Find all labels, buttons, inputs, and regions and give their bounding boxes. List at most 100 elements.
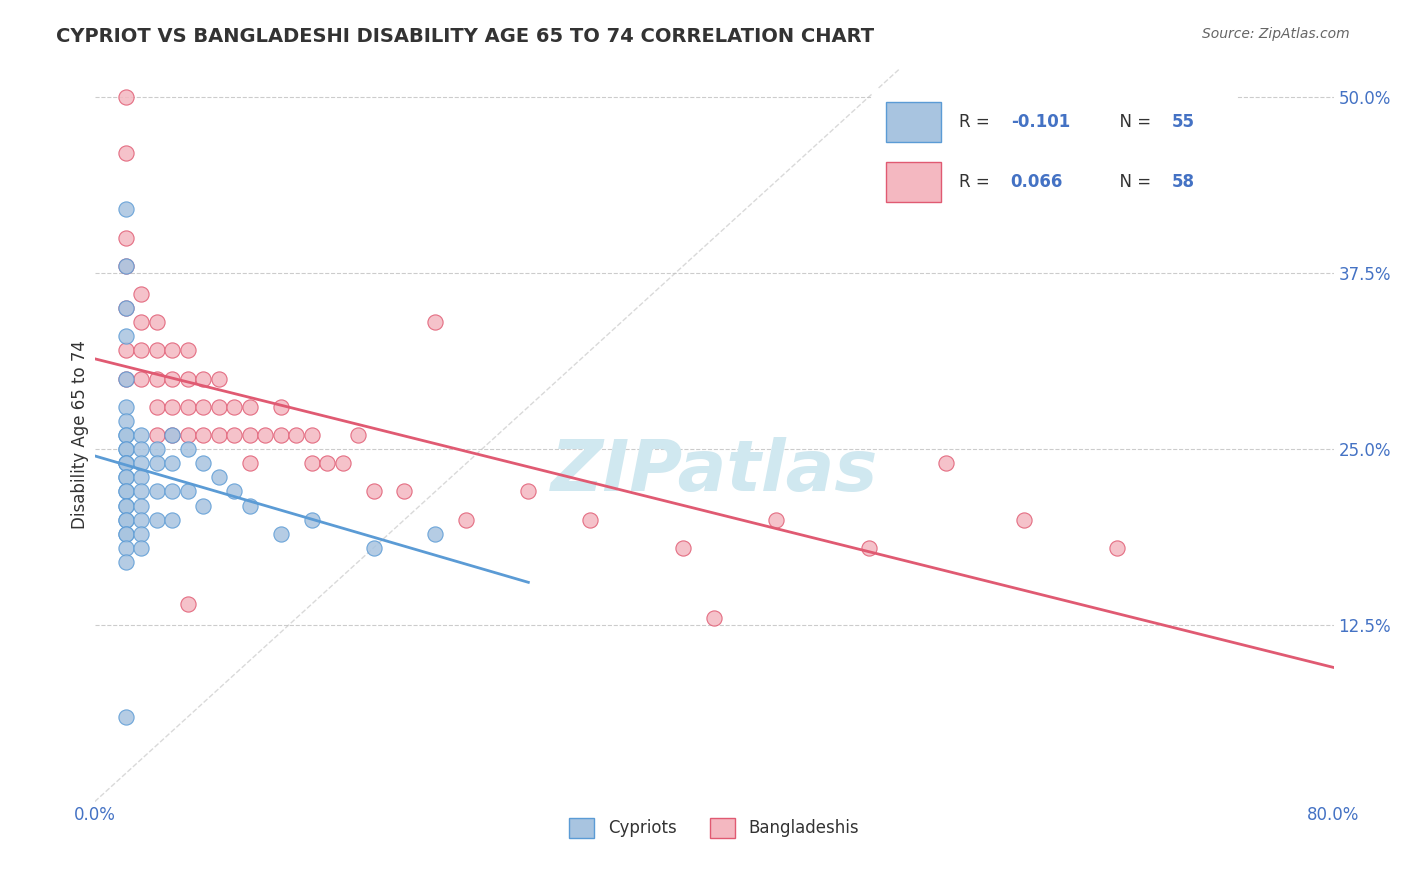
Point [114,301,136,315]
Text: CYPRIOT VS BANGLADESHI DISABILITY AGE 65 TO 74 CORRELATION CHART: CYPRIOT VS BANGLADESHI DISABILITY AGE 65… [56,27,875,45]
Point [193,400,215,414]
Point [193,456,215,470]
Point [1012,513,1035,527]
Legend: Cypriots, Bangladeshis: Cypriots, Bangladeshis [562,811,866,845]
Point [114,484,136,499]
Text: R =: R = [959,173,995,191]
Point [129,287,152,301]
Point [672,541,695,555]
Point [858,541,880,555]
Point [129,456,152,470]
Point [160,343,183,358]
Point [517,484,540,499]
Point [208,372,231,386]
Text: R =: R = [959,112,995,130]
Point [114,400,136,414]
Point [160,484,183,499]
Point [114,710,136,724]
Point [301,428,323,442]
Point [239,499,262,513]
Point [129,484,152,499]
Point [114,259,136,273]
Point [114,541,136,555]
Text: N =: N = [1109,112,1157,130]
Point [129,499,152,513]
Point [224,400,246,414]
Point [176,343,198,358]
Point [270,428,292,442]
Point [160,513,183,527]
Point [347,428,370,442]
Point [145,428,167,442]
Point [394,484,416,499]
Point [208,428,231,442]
Point [456,513,478,527]
Point [176,442,198,457]
Point [239,400,262,414]
FancyBboxPatch shape [886,161,941,202]
Point [129,372,152,386]
Point [239,456,262,470]
Point [160,400,183,414]
Point [114,526,136,541]
Point [301,513,323,527]
Point [176,597,198,611]
Point [129,442,152,457]
Point [193,428,215,442]
Point [114,372,136,386]
Point [935,456,957,470]
Point [114,89,136,103]
Point [160,428,183,442]
Point [114,329,136,343]
Point [114,343,136,358]
FancyBboxPatch shape [865,87,1244,217]
Point [114,259,136,273]
Point [193,372,215,386]
Point [129,541,152,555]
Point [114,146,136,161]
Point [114,202,136,217]
Point [114,442,136,457]
Point [425,526,447,541]
Point [176,400,198,414]
Text: -0.101: -0.101 [1011,112,1070,130]
Point [114,513,136,527]
Point [145,315,167,329]
Point [425,315,447,329]
Point [145,400,167,414]
Text: 55: 55 [1171,112,1195,130]
Point [114,555,136,569]
Point [208,400,231,414]
Point [129,470,152,484]
Point [114,456,136,470]
Point [363,484,385,499]
Point [176,372,198,386]
Point [363,541,385,555]
Text: 0.066: 0.066 [1011,173,1063,191]
Point [239,428,262,442]
Point [114,499,136,513]
Point [129,343,152,358]
Point [145,442,167,457]
Y-axis label: Disability Age 65 to 74: Disability Age 65 to 74 [72,341,89,530]
Point [208,470,231,484]
Point [129,428,152,442]
Point [129,315,152,329]
Point [114,442,136,457]
Text: Source: ZipAtlas.com: Source: ZipAtlas.com [1202,27,1350,41]
Point [114,428,136,442]
Point [332,456,354,470]
Point [145,484,167,499]
FancyBboxPatch shape [886,102,941,142]
Point [193,499,215,513]
Point [114,526,136,541]
Point [114,470,136,484]
Point [285,428,308,442]
Point [114,230,136,244]
Point [129,526,152,541]
Point [270,526,292,541]
Point [579,513,602,527]
Point [114,372,136,386]
Point [114,456,136,470]
Point [145,513,167,527]
